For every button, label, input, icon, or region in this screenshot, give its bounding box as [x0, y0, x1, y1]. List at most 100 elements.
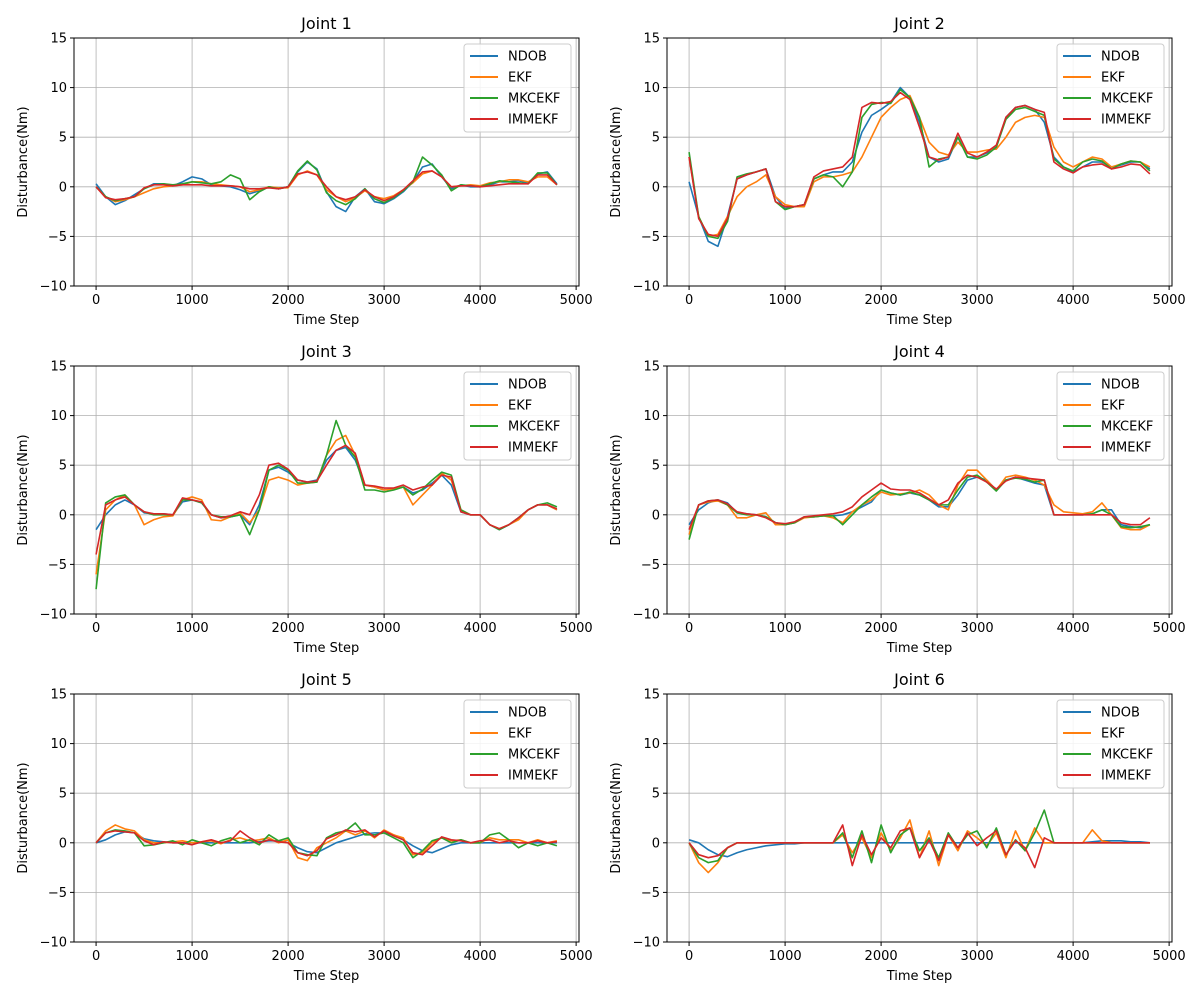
x-axis-label: Time Step: [293, 641, 360, 656]
legend-label-ndob: NDOB: [1101, 50, 1140, 65]
x-tick-label: 3000: [368, 949, 401, 964]
chart-title: Joint 2: [893, 14, 945, 33]
x-tick-label: 5000: [560, 621, 593, 636]
legend-label-ekf: EKF: [508, 727, 532, 742]
y-tick-label: −5: [641, 230, 660, 245]
x-tick-label: 2000: [272, 949, 305, 964]
y-tick-label: 10: [643, 737, 660, 752]
legend-label-mkcekf: MKCEKF: [508, 92, 560, 107]
subplot-joint-6: 0 1000 2000 3000 4000 5000 −10 −5 0 5 10 15 Joint 6 T…: [609, 670, 1186, 984]
legend-label-immekf: IMMEKF: [508, 769, 558, 784]
series-line-immekf: [688, 474, 1151, 530]
legend-label-ekf: EKF: [508, 399, 532, 414]
y-axis-label: Disturbance(Nm): [16, 434, 31, 545]
legend-label-immekf: IMMEKF: [508, 113, 558, 128]
x-tick-label: 2000: [865, 949, 898, 964]
x-axis-label: Time Step: [886, 641, 953, 656]
x-tick-label: 3000: [368, 293, 401, 308]
axes-frame: [666, 365, 1173, 615]
y-tick-label: 10: [50, 81, 67, 96]
legend-label-ekf: EKF: [1101, 71, 1125, 86]
x-tick-label: 5000: [1153, 293, 1186, 308]
y-tick-label: 5: [59, 131, 67, 146]
series-line-immekf: [688, 91, 1151, 238]
y-tick-label: −5: [641, 558, 660, 573]
legend-label-ndob: NDOB: [508, 378, 547, 393]
x-axis-label: Time Step: [886, 969, 953, 984]
y-tick-label: 10: [50, 737, 67, 752]
y-tick-label: 15: [643, 688, 660, 703]
legend-box: [463, 43, 572, 133]
y-tick-label: −5: [48, 230, 67, 245]
x-tick-label: 1000: [769, 293, 802, 308]
y-tick-label: 15: [50, 360, 67, 375]
x-tick-label: 1000: [769, 949, 802, 964]
y-axis-label: Disturbance(Nm): [16, 106, 31, 217]
x-tick-label: 3000: [961, 949, 994, 964]
y-tick-label: 0: [59, 508, 67, 523]
y-tick-label: 5: [652, 131, 660, 146]
subplot-joint-1: 0 1000 2000 3000 4000 5000 −10 −5 0 5 10 15 Joint 1 T…: [16, 14, 593, 328]
x-tick-label: 0: [685, 293, 693, 308]
y-tick-label: −5: [641, 886, 660, 901]
axes-frame: [73, 693, 580, 943]
y-tick-label: 5: [652, 459, 660, 474]
y-tick-label: 15: [643, 360, 660, 375]
axes-frame: [73, 365, 580, 615]
x-tick-label: 2000: [865, 621, 898, 636]
x-tick-label: 1000: [176, 293, 209, 308]
legend-box: [463, 699, 572, 789]
x-axis-label: Time Step: [886, 313, 953, 328]
x-tick-label: 2000: [272, 621, 305, 636]
x-tick-label: 4000: [464, 949, 497, 964]
y-tick-label: −5: [48, 886, 67, 901]
y-tick-label: −5: [48, 558, 67, 573]
legend-label-ndob: NDOB: [508, 50, 547, 65]
y-tick-label: 5: [59, 787, 67, 802]
series-line-ekf: [688, 469, 1151, 535]
axes-frame: [666, 37, 1173, 287]
axes-frame: [73, 37, 580, 287]
x-tick-label: 1000: [176, 949, 209, 964]
y-tick-label: 15: [50, 688, 67, 703]
x-tick-label: 4000: [464, 293, 497, 308]
y-tick-label: 0: [652, 180, 660, 195]
y-tick-label: 0: [59, 180, 67, 195]
x-tick-label: 4000: [1057, 949, 1090, 964]
x-tick-label: 5000: [1153, 949, 1186, 964]
axes-frame: [666, 693, 1173, 943]
chart-title: Joint 4: [893, 342, 945, 361]
subplot-joint-5: 0 1000 2000 3000 4000 5000 −10 −5 0 5 10 15 Joint 5 T…: [16, 670, 593, 984]
legend: NDOB EKF MKCEKF IMMEKF: [463, 43, 572, 133]
legend-box: [1056, 43, 1165, 133]
x-tick-label: 4000: [464, 621, 497, 636]
legend-label-ekf: EKF: [508, 71, 532, 86]
series-line-immekf: [95, 829, 558, 857]
y-tick-label: −10: [633, 608, 660, 623]
y-tick-label: 0: [652, 836, 660, 851]
subplot-joint-4: 0 1000 2000 3000 4000 5000 −10 −5 0 5 10 15 Joint 4 T…: [609, 342, 1186, 656]
legend-box: [463, 371, 572, 461]
x-tick-label: 0: [685, 949, 693, 964]
y-tick-label: 5: [652, 787, 660, 802]
x-tick-label: 0: [92, 621, 100, 636]
y-tick-label: 10: [643, 81, 660, 96]
subplot-joint-2: 0 1000 2000 3000 4000 5000 −10 −5 0 5 10 15 Joint 2 T…: [609, 14, 1186, 328]
y-tick-label: 0: [652, 508, 660, 523]
x-axis-label: Time Step: [293, 313, 360, 328]
legend-label-immekf: IMMEKF: [1101, 769, 1151, 784]
x-tick-label: 5000: [1153, 621, 1186, 636]
x-tick-label: 5000: [560, 949, 593, 964]
legend-box: [1056, 699, 1165, 789]
y-tick-label: −10: [633, 936, 660, 951]
subplot-joint-3: 0 1000 2000 3000 4000 5000 −10 −5 0 5 10 15 Joint 3 T…: [16, 342, 593, 656]
legend-label-ndob: NDOB: [1101, 378, 1140, 393]
chart-title: Joint 1: [300, 14, 352, 33]
y-axis-label: Disturbance(Nm): [609, 434, 624, 545]
x-tick-label: 3000: [961, 621, 994, 636]
x-tick-label: 1000: [176, 621, 209, 636]
legend-label-ekf: EKF: [1101, 399, 1125, 414]
series-line-immekf: [688, 824, 1150, 869]
legend: NDOB EKF MKCEKF IMMEKF: [463, 371, 572, 461]
